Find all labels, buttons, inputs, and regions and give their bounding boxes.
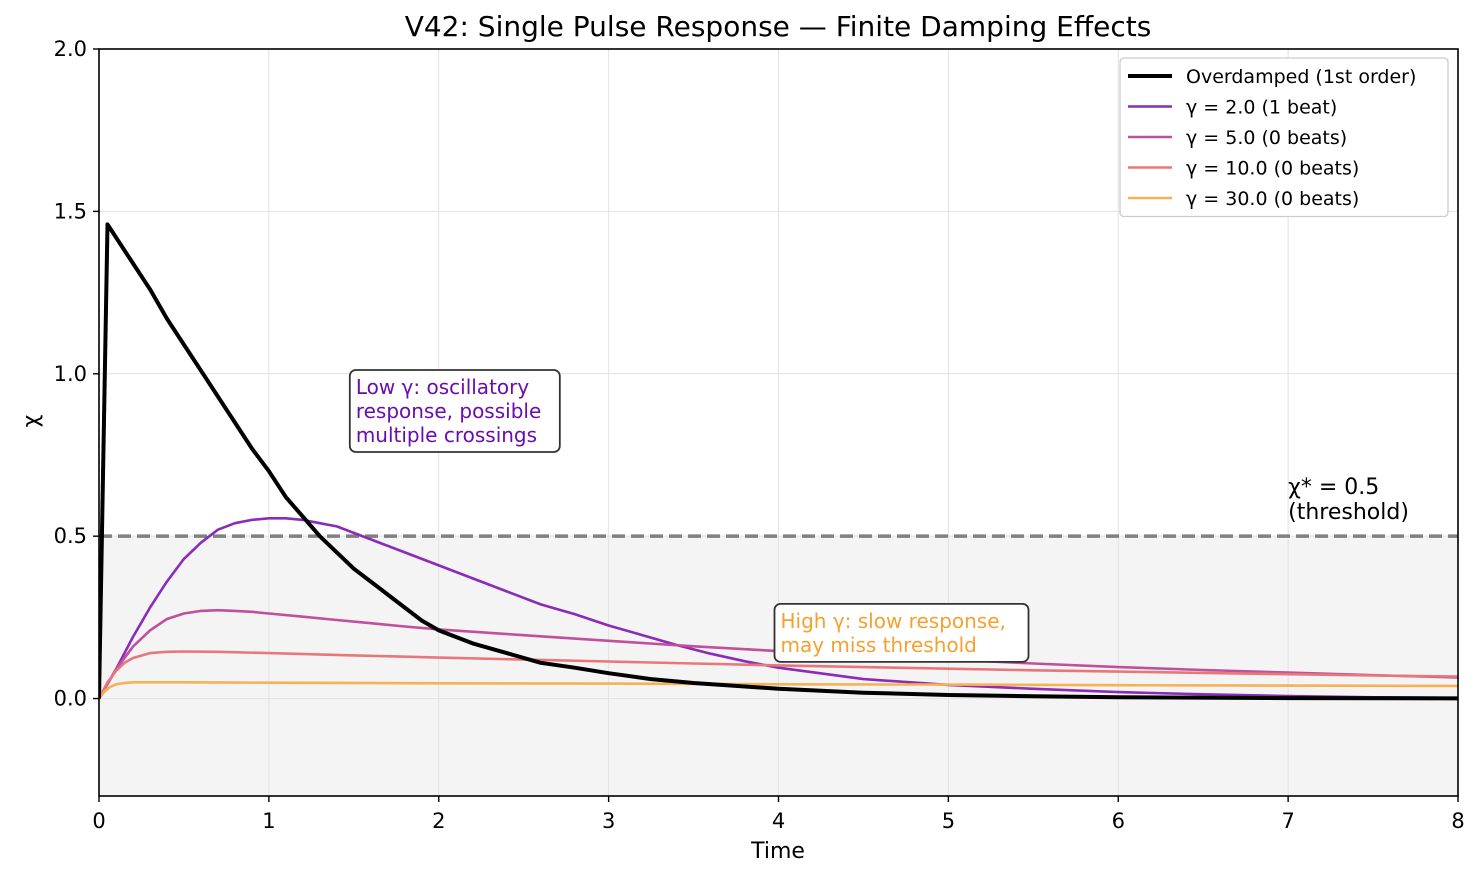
plot-area: χ* = 0.5(threshold) Low γ: oscillatoryres… xyxy=(54,37,1465,833)
x-tick-label: 1 xyxy=(262,809,275,833)
series-line xyxy=(99,222,1458,701)
series-line xyxy=(99,517,1458,700)
y-tick-label: 2.0 xyxy=(54,37,87,61)
threshold-label: χ* = 0.5 xyxy=(1288,475,1379,500)
legend-label: γ = 5.0 (0 beats) xyxy=(1186,127,1347,149)
x-tick-label: 0 xyxy=(92,809,105,833)
x-tick-label: 2 xyxy=(432,809,445,833)
x-tick-label: 4 xyxy=(772,809,785,833)
threshold-label-sub: (threshold) xyxy=(1288,500,1409,525)
series-line xyxy=(99,608,1458,700)
annotation-text: may miss threshold xyxy=(781,633,977,657)
x-tick-label: 3 xyxy=(602,809,615,833)
legend-label: Overdamped (1st order) xyxy=(1186,66,1416,88)
legend-box xyxy=(1119,57,1449,218)
series-line xyxy=(99,681,1458,700)
y-tick-label: 1.0 xyxy=(54,362,87,386)
x-tick-label: 6 xyxy=(1112,809,1125,833)
annotation-text: High γ: slow response, xyxy=(781,609,1006,633)
x-tick-label: 5 xyxy=(942,809,955,833)
chart-title: V42: Single Pulse Response — Finite Damp… xyxy=(405,10,1152,43)
series-line xyxy=(99,650,1458,700)
legend-label: γ = 30.0 (0 beats) xyxy=(1186,188,1359,210)
annotation-text: response, possible xyxy=(356,399,541,423)
annotation-box xyxy=(348,369,561,453)
annotation-high: High γ: slow response,may miss threshold xyxy=(773,602,1030,663)
y-tick-label: 0.0 xyxy=(54,687,87,711)
legend-label: γ = 2.0 (1 beat) xyxy=(1186,97,1337,119)
y-tick-label: 1.5 xyxy=(54,199,87,223)
legend: Overdamped (1st order) γ = 2.0 (1 beat) γ … xyxy=(1119,57,1449,218)
annotation-text: multiple crossings xyxy=(356,423,537,447)
annotation-box xyxy=(773,602,1030,663)
y-axis-label: χ xyxy=(19,414,44,427)
annotation-text: Low γ: oscillatory xyxy=(356,375,530,399)
y-tick-label: 0.5 xyxy=(54,524,87,548)
x-tick-label: 8 xyxy=(1451,809,1464,833)
x-tick-label: 7 xyxy=(1281,809,1294,833)
x-axis-label: Time xyxy=(750,839,805,864)
legend-label: γ = 10.0 (0 beats) xyxy=(1186,158,1359,180)
